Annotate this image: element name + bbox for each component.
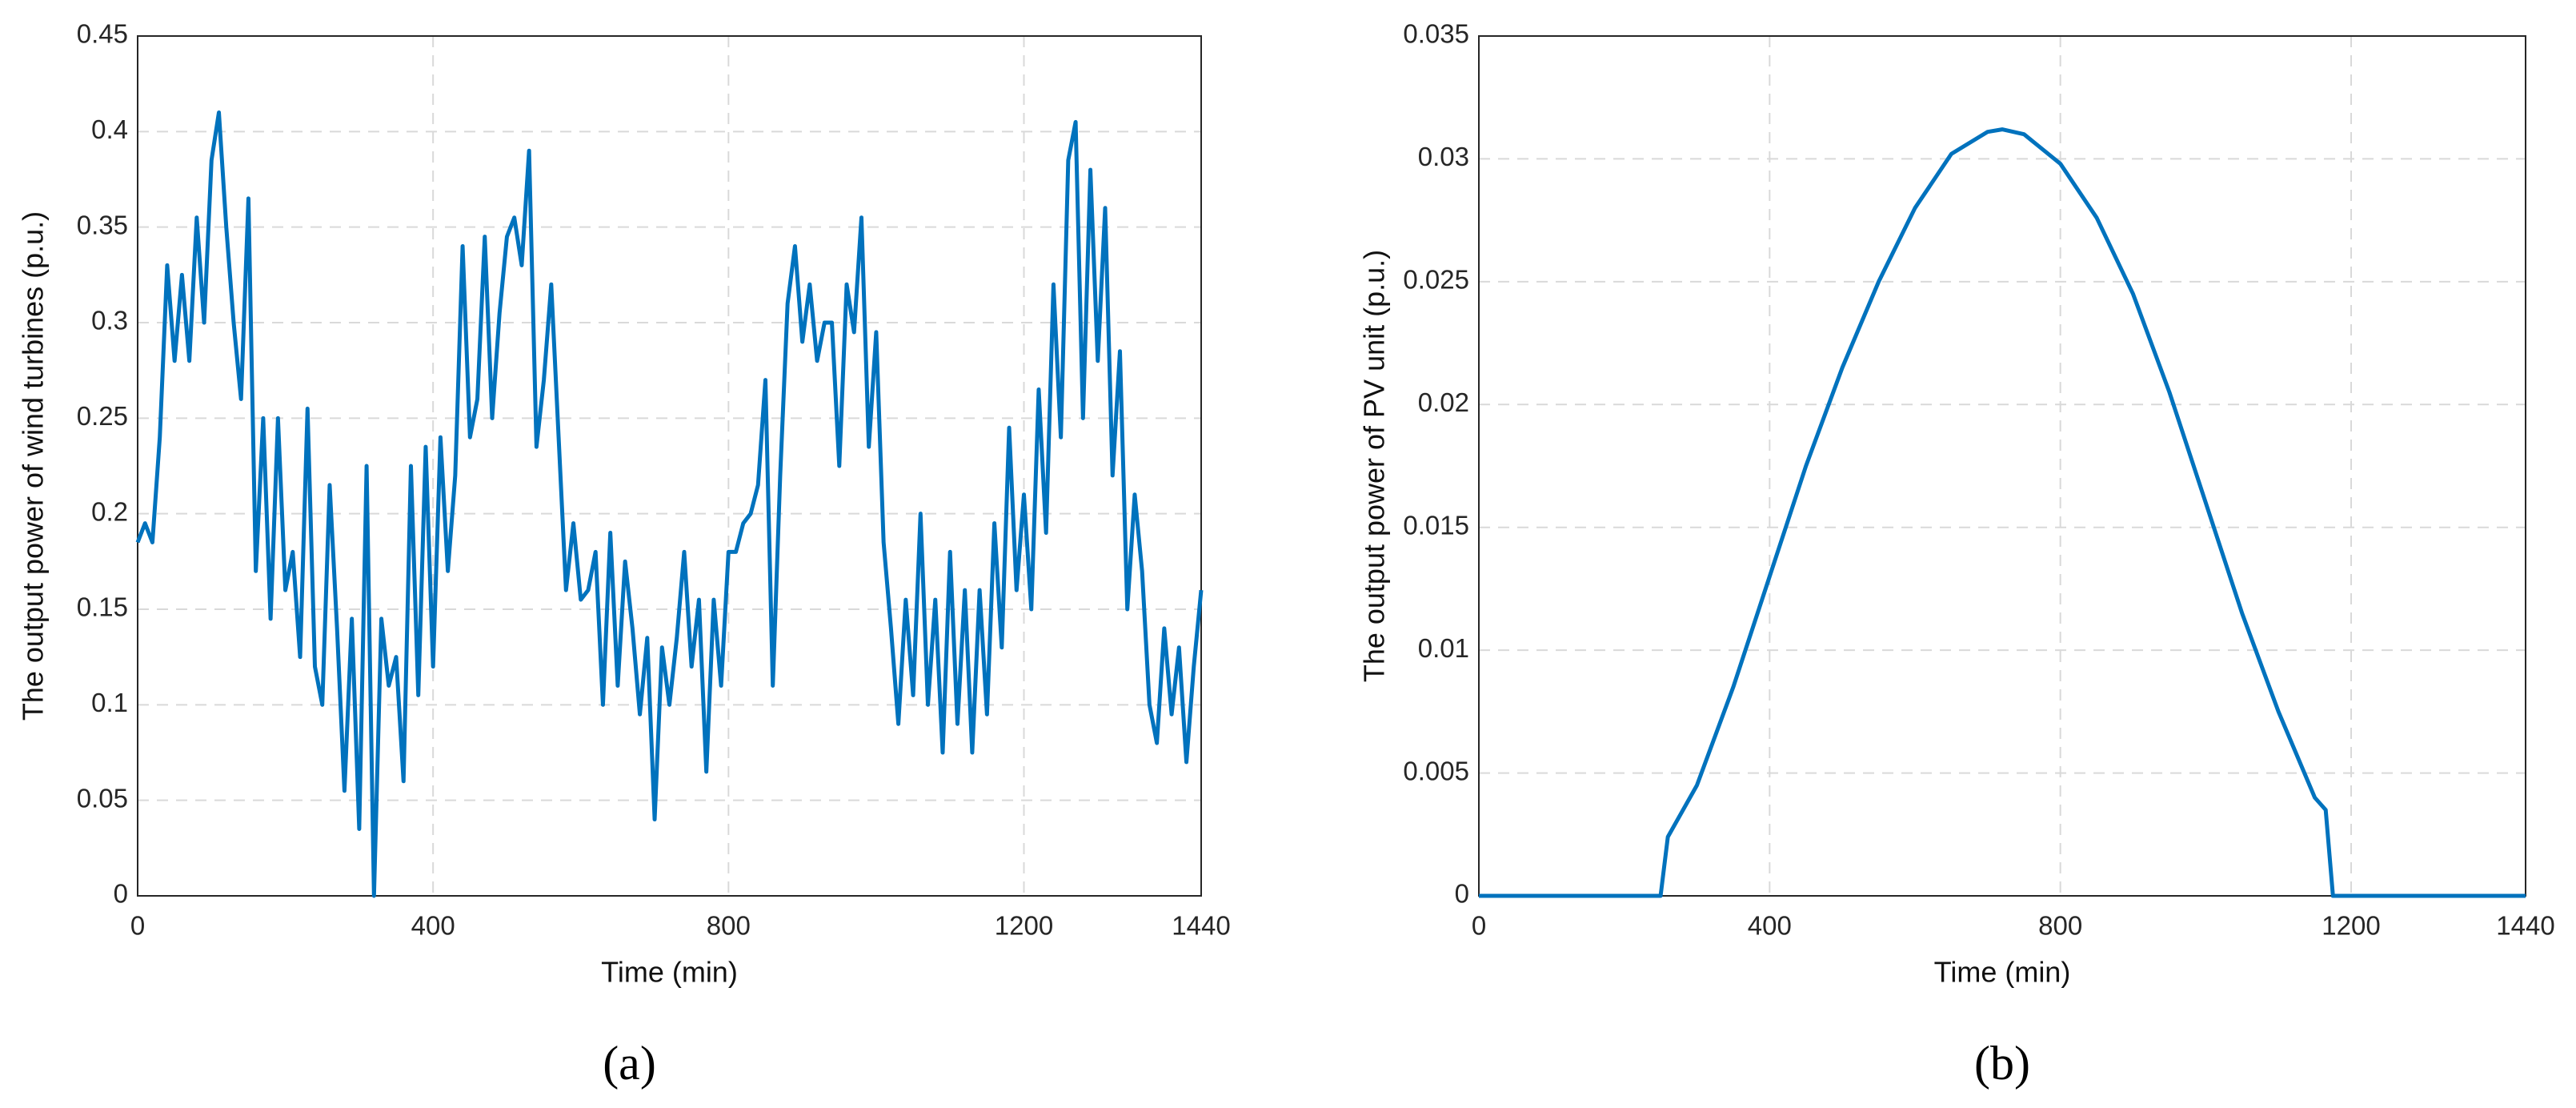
data-line xyxy=(135,110,1204,898)
x-axis-label: Time (min) xyxy=(1934,956,2071,989)
x-tick-label: 1440 xyxy=(2496,911,2554,941)
x-tick-label: 400 xyxy=(1748,911,1792,941)
y-tick-label: 0.1 xyxy=(91,688,128,717)
data-line xyxy=(1479,127,2526,898)
y-tick-label: 0.035 xyxy=(1403,19,1469,49)
plot-area xyxy=(1479,36,2526,896)
y-tick-label: 0.03 xyxy=(1418,142,1469,171)
y-tick-label: 0.2 xyxy=(91,496,128,526)
x-tick-label: 0 xyxy=(1472,911,1486,941)
x-tick-label: 400 xyxy=(411,911,455,941)
panel-label: (a) xyxy=(603,1037,656,1090)
y-tick-label: 0.01 xyxy=(1418,633,1469,663)
y-tick-label: 0.015 xyxy=(1403,510,1469,540)
y-tick-label: 0 xyxy=(1455,879,1469,909)
x-tick-label: 0 xyxy=(130,911,145,941)
y-tick-label: 0 xyxy=(114,879,128,909)
y-tick-label: 0.05 xyxy=(77,783,128,813)
y-tick-label: 0.45 xyxy=(77,19,128,49)
y-tick-label: 0.25 xyxy=(77,401,128,431)
x-tick-label: 1200 xyxy=(995,911,1053,941)
plot-frame xyxy=(137,35,1202,897)
x-axis-label: Time (min) xyxy=(601,956,738,989)
x-tick-label: 1200 xyxy=(2322,911,2380,941)
panel-label: (b) xyxy=(1974,1037,2030,1090)
y-axis-label: The output power of wind turbines (p.u.) xyxy=(17,211,50,721)
y-tick-label: 0.4 xyxy=(91,114,128,144)
y-tick-label: 0.35 xyxy=(77,210,128,239)
y-axis-label: The output power of PV unit (p.u.) xyxy=(1358,250,1391,682)
y-tick-label: 0.025 xyxy=(1403,265,1469,295)
y-tick-label: 0.15 xyxy=(77,592,128,622)
y-tick-label: 0.02 xyxy=(1418,387,1469,417)
x-tick-label: 1440 xyxy=(1172,911,1230,941)
x-tick-label: 800 xyxy=(2038,911,2082,941)
y-tick-label: 0.3 xyxy=(91,306,128,335)
x-tick-label: 800 xyxy=(707,911,751,941)
plot-frame xyxy=(1478,35,2526,897)
y-tick-label: 0.005 xyxy=(1403,756,1469,785)
